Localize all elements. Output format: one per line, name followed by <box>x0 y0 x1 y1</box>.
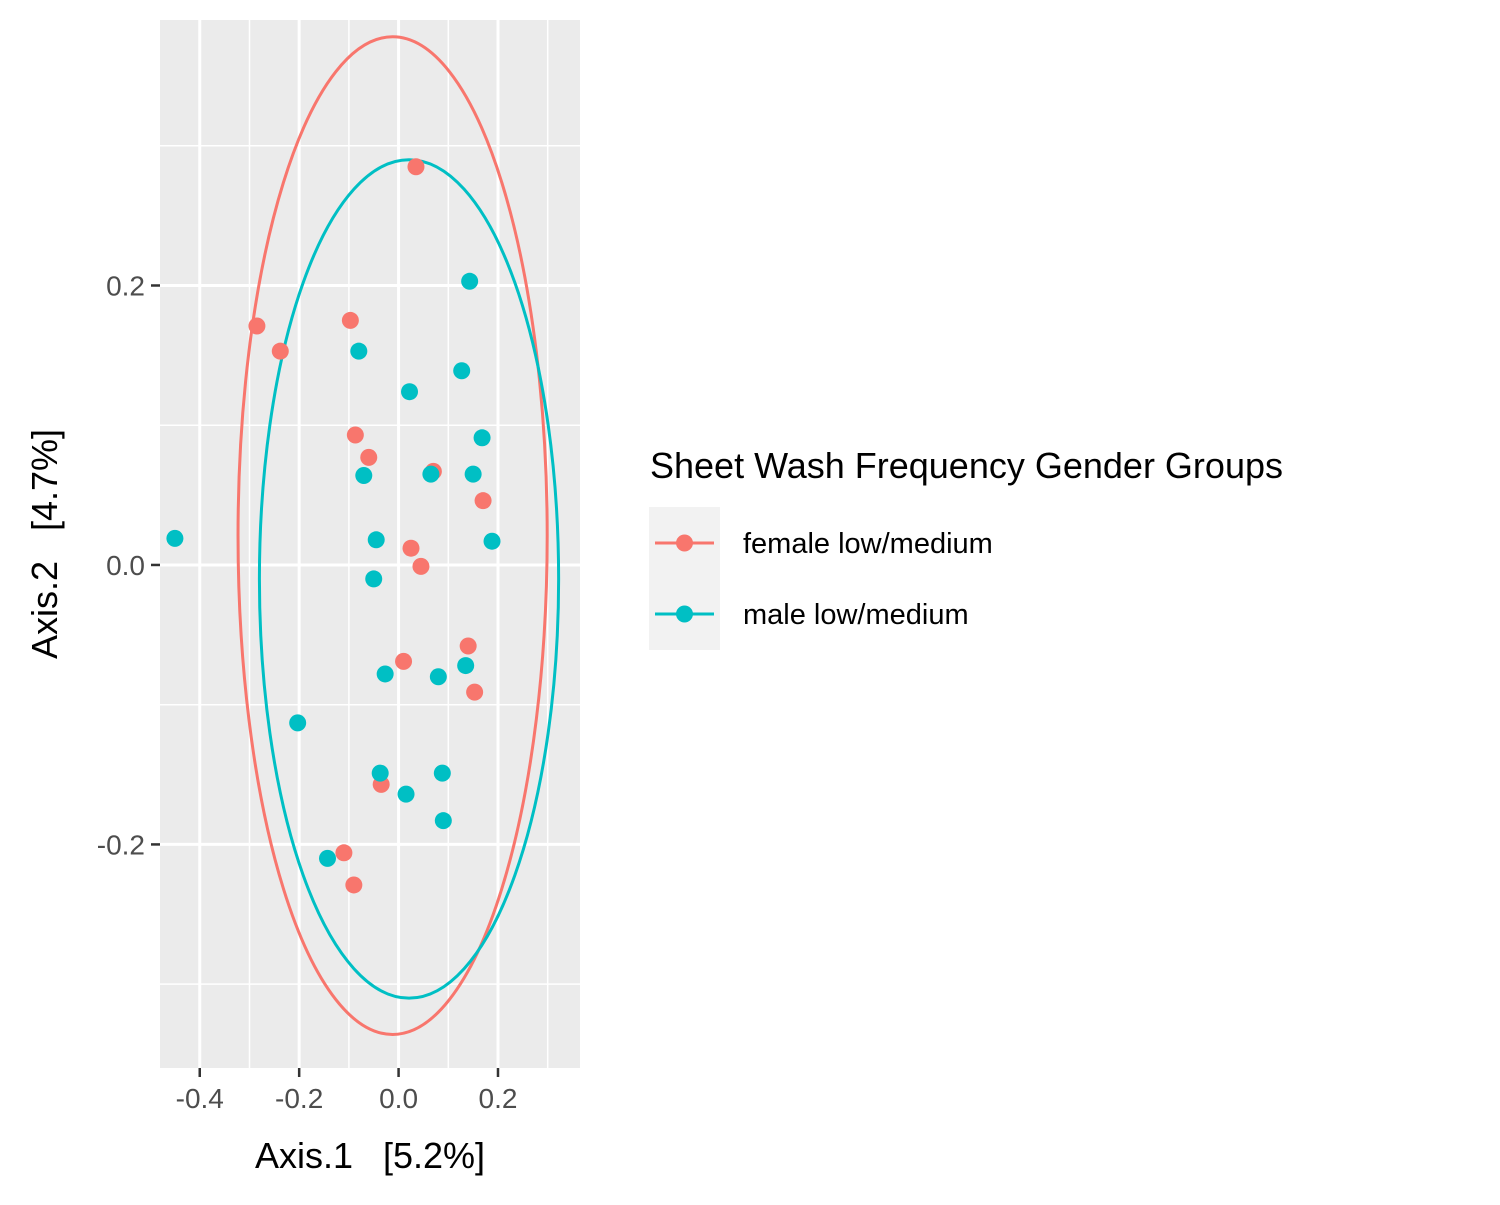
data-point <box>473 429 491 447</box>
data-point <box>433 764 451 782</box>
major-gridlines <box>160 20 580 1068</box>
data-point <box>346 426 364 444</box>
x-tick-label: -0.4 <box>176 1083 224 1114</box>
data-point <box>402 539 420 557</box>
data-point <box>355 467 373 485</box>
x-axis: -0.4 -0.2 0.0 0.2 <box>176 1068 518 1114</box>
data-point <box>483 532 501 550</box>
data-point <box>466 683 484 701</box>
data-point <box>289 714 307 732</box>
confidence-ellipses <box>236 35 561 1036</box>
data-point <box>457 657 475 675</box>
data-point <box>335 844 353 862</box>
data-point <box>412 557 430 575</box>
confidence-ellipse <box>236 35 549 1036</box>
data-point <box>376 665 394 683</box>
confidence-ellipse <box>257 158 561 1000</box>
data-point <box>434 812 452 830</box>
y-tick-label: 0.2 <box>106 270 145 301</box>
data-point <box>367 531 385 549</box>
legend-key-background <box>649 507 720 650</box>
legend-label: female low/medium <box>743 528 993 560</box>
data-point <box>459 637 477 655</box>
legend-title: Sheet Wash Frequency Gender Groups <box>650 445 1283 486</box>
data-point <box>319 849 337 867</box>
legend-point-key <box>676 534 693 552</box>
data-point <box>461 272 479 290</box>
x-tick-label: 0.0 <box>379 1083 418 1114</box>
data-point <box>401 383 419 401</box>
x-tick-label: 0.2 <box>479 1083 518 1114</box>
data-point <box>350 342 368 360</box>
legend-label: male low/medium <box>743 599 969 631</box>
legend-item: female low/medium <box>655 528 993 560</box>
data-point <box>407 158 425 176</box>
y-axis-title: Axis.2 [4.7%] <box>24 429 65 659</box>
data-point <box>365 570 383 588</box>
data-point <box>453 362 471 380</box>
data-point <box>474 492 492 510</box>
y-tick-label: -0.2 <box>97 829 145 860</box>
data-point <box>422 465 440 483</box>
data-point <box>464 465 482 483</box>
legend: Sheet Wash Frequency Gender Groups femal… <box>649 445 1283 650</box>
data-point <box>345 876 363 894</box>
data-point <box>248 317 266 335</box>
x-tick-label: -0.2 <box>275 1083 323 1114</box>
data-point <box>341 311 359 329</box>
data-point <box>166 529 184 547</box>
data-point <box>397 785 415 803</box>
data-point <box>395 652 413 670</box>
data-point <box>360 448 378 466</box>
x-axis-title: Axis.1 [5.2%] <box>255 1135 485 1176</box>
data-point <box>371 764 389 782</box>
y-axis: -0.2 0.0 0.2 <box>97 270 160 860</box>
data-point <box>271 342 289 360</box>
legend-item: male low/medium <box>655 599 969 631</box>
legend-point-key <box>676 605 693 623</box>
y-tick-label: 0.0 <box>106 550 145 581</box>
data-points <box>166 158 501 894</box>
data-point <box>429 668 447 686</box>
